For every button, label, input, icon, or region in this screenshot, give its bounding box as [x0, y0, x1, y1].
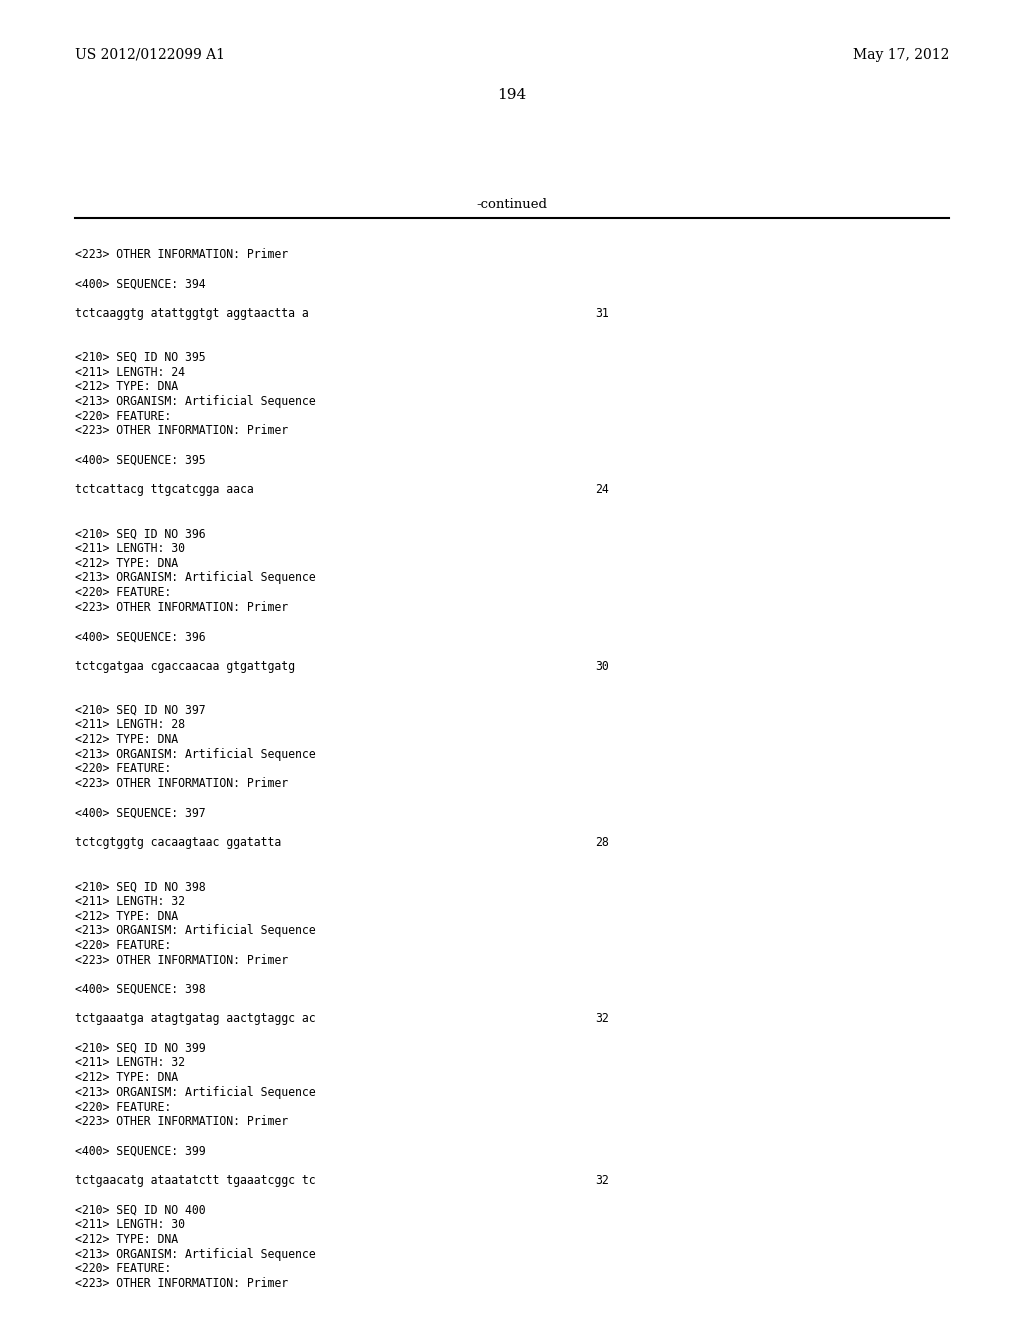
Text: <400> SEQUENCE: 399: <400> SEQUENCE: 399	[75, 1144, 206, 1158]
Text: <210> SEQ ID NO 400: <210> SEQ ID NO 400	[75, 1204, 206, 1217]
Text: tctcaaggtg atattggtgt aggtaactta a: tctcaaggtg atattggtgt aggtaactta a	[75, 306, 309, 319]
Text: <223> OTHER INFORMATION: Primer: <223> OTHER INFORMATION: Primer	[75, 425, 288, 437]
Text: <212> TYPE: DNA: <212> TYPE: DNA	[75, 380, 178, 393]
Text: <210> SEQ ID NO 396: <210> SEQ ID NO 396	[75, 527, 206, 540]
Text: <213> ORGANISM: Artificial Sequence: <213> ORGANISM: Artificial Sequence	[75, 1086, 315, 1098]
Text: <223> OTHER INFORMATION: Primer: <223> OTHER INFORMATION: Primer	[75, 1115, 288, 1129]
Text: 24: 24	[595, 483, 608, 496]
Text: tctcgtggtg cacaagtaac ggatatta: tctcgtggtg cacaagtaac ggatatta	[75, 836, 282, 849]
Text: <223> OTHER INFORMATION: Primer: <223> OTHER INFORMATION: Primer	[75, 601, 288, 614]
Text: <220> FEATURE:: <220> FEATURE:	[75, 586, 171, 599]
Text: <220> FEATURE:: <220> FEATURE:	[75, 409, 171, 422]
Text: May 17, 2012: May 17, 2012	[853, 48, 949, 62]
Text: <212> TYPE: DNA: <212> TYPE: DNA	[75, 909, 178, 923]
Text: -continued: -continued	[476, 198, 548, 211]
Text: <400> SEQUENCE: 397: <400> SEQUENCE: 397	[75, 807, 206, 820]
Text: 30: 30	[595, 660, 608, 673]
Text: 32: 32	[595, 1173, 608, 1187]
Text: <213> ORGANISM: Artificial Sequence: <213> ORGANISM: Artificial Sequence	[75, 1247, 315, 1261]
Text: <212> TYPE: DNA: <212> TYPE: DNA	[75, 1233, 178, 1246]
Text: <212> TYPE: DNA: <212> TYPE: DNA	[75, 557, 178, 570]
Text: tctcattacg ttgcatcgga aaca: tctcattacg ttgcatcgga aaca	[75, 483, 254, 496]
Text: <400> SEQUENCE: 394: <400> SEQUENCE: 394	[75, 277, 206, 290]
Text: <223> OTHER INFORMATION: Primer: <223> OTHER INFORMATION: Primer	[75, 248, 288, 261]
Text: <213> ORGANISM: Artificial Sequence: <213> ORGANISM: Artificial Sequence	[75, 748, 315, 760]
Text: <210> SEQ ID NO 399: <210> SEQ ID NO 399	[75, 1041, 206, 1055]
Text: <211> LENGTH: 32: <211> LENGTH: 32	[75, 1056, 185, 1069]
Text: <223> OTHER INFORMATION: Primer: <223> OTHER INFORMATION: Primer	[75, 1276, 288, 1290]
Text: <223> OTHER INFORMATION: Primer: <223> OTHER INFORMATION: Primer	[75, 953, 288, 966]
Text: tctgaacatg ataatatctt tgaaatcggc tc: tctgaacatg ataatatctt tgaaatcggc tc	[75, 1173, 315, 1187]
Text: US 2012/0122099 A1: US 2012/0122099 A1	[75, 48, 225, 62]
Text: tctgaaatga atagtgatag aactgtaggc ac: tctgaaatga atagtgatag aactgtaggc ac	[75, 1012, 315, 1026]
Text: <211> LENGTH: 28: <211> LENGTH: 28	[75, 718, 185, 731]
Text: <210> SEQ ID NO 395: <210> SEQ ID NO 395	[75, 351, 206, 364]
Text: <213> ORGANISM: Artificial Sequence: <213> ORGANISM: Artificial Sequence	[75, 395, 315, 408]
Text: <400> SEQUENCE: 396: <400> SEQUENCE: 396	[75, 630, 206, 643]
Text: <213> ORGANISM: Artificial Sequence: <213> ORGANISM: Artificial Sequence	[75, 924, 315, 937]
Text: <211> LENGTH: 30: <211> LENGTH: 30	[75, 543, 185, 554]
Text: <213> ORGANISM: Artificial Sequence: <213> ORGANISM: Artificial Sequence	[75, 572, 315, 585]
Text: 194: 194	[498, 88, 526, 102]
Text: <220> FEATURE:: <220> FEATURE:	[75, 1262, 171, 1275]
Text: 32: 32	[595, 1012, 608, 1026]
Text: <210> SEQ ID NO 397: <210> SEQ ID NO 397	[75, 704, 206, 717]
Text: <400> SEQUENCE: 398: <400> SEQUENCE: 398	[75, 983, 206, 997]
Text: <211> LENGTH: 24: <211> LENGTH: 24	[75, 366, 185, 379]
Text: <211> LENGTH: 32: <211> LENGTH: 32	[75, 895, 185, 908]
Text: <220> FEATURE:: <220> FEATURE:	[75, 763, 171, 776]
Text: <223> OTHER INFORMATION: Primer: <223> OTHER INFORMATION: Primer	[75, 777, 288, 791]
Text: <220> FEATURE:: <220> FEATURE:	[75, 939, 171, 952]
Text: tctcgatgaa cgaccaacaa gtgattgatg: tctcgatgaa cgaccaacaa gtgattgatg	[75, 660, 295, 673]
Text: <210> SEQ ID NO 398: <210> SEQ ID NO 398	[75, 880, 206, 894]
Text: <400> SEQUENCE: 395: <400> SEQUENCE: 395	[75, 454, 206, 467]
Text: 31: 31	[595, 306, 608, 319]
Text: <211> LENGTH: 30: <211> LENGTH: 30	[75, 1218, 185, 1232]
Text: <212> TYPE: DNA: <212> TYPE: DNA	[75, 1072, 178, 1084]
Text: <220> FEATURE:: <220> FEATURE:	[75, 1101, 171, 1114]
Text: <212> TYPE: DNA: <212> TYPE: DNA	[75, 733, 178, 746]
Text: 28: 28	[595, 836, 608, 849]
